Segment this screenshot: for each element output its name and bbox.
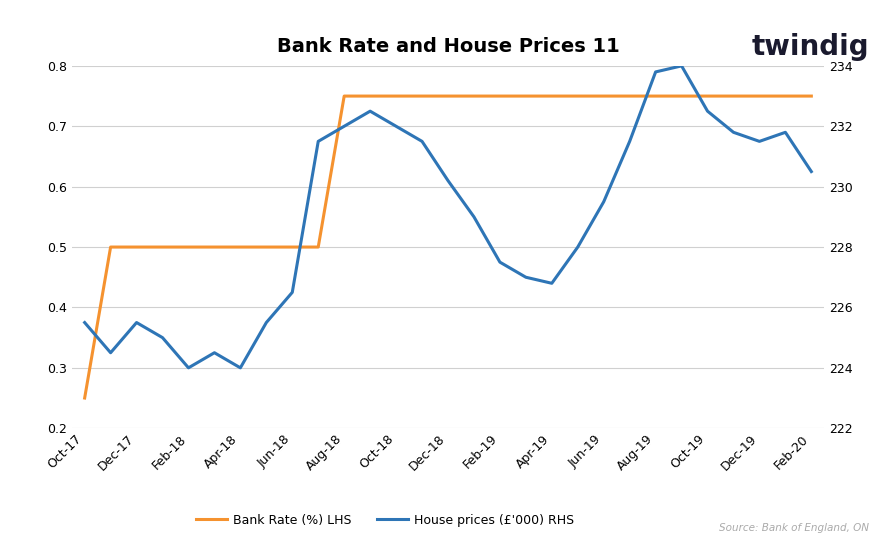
House prices (£'000) RHS — [235, 365, 246, 371]
House prices (£'000) RHS — [287, 289, 297, 296]
House prices (£'000) RHS — [676, 63, 687, 69]
Bank Rate (%) LHS — [417, 93, 427, 99]
Bank Rate (%) LHS — [754, 93, 765, 99]
Bank Rate (%) LHS — [728, 93, 739, 99]
Bank Rate (%) LHS — [599, 93, 609, 99]
Text: twindig: twindig — [752, 33, 869, 61]
Bank Rate (%) LHS — [79, 395, 90, 401]
House prices (£'000) RHS — [625, 138, 635, 145]
Line: Bank Rate (%) LHS: Bank Rate (%) LHS — [84, 96, 812, 398]
House prices (£'000) RHS — [417, 138, 427, 145]
House prices (£'000) RHS — [495, 259, 505, 266]
Bank Rate (%) LHS — [521, 93, 531, 99]
Bank Rate (%) LHS — [313, 244, 323, 250]
Bank Rate (%) LHS — [573, 93, 583, 99]
Bank Rate (%) LHS — [443, 93, 453, 99]
House prices (£'000) RHS — [573, 244, 583, 250]
Bank Rate (%) LHS — [547, 93, 557, 99]
Bank Rate (%) LHS — [806, 93, 817, 99]
Bank Rate (%) LHS — [287, 244, 297, 250]
House prices (£'000) RHS — [469, 214, 479, 220]
House prices (£'000) RHS — [728, 129, 739, 136]
House prices (£'000) RHS — [261, 320, 271, 326]
House prices (£'000) RHS — [780, 129, 791, 136]
House prices (£'000) RHS — [391, 123, 401, 130]
Text: Source: Bank of England, ON: Source: Bank of England, ON — [719, 523, 869, 533]
House prices (£'000) RHS — [521, 274, 531, 281]
Bank Rate (%) LHS — [469, 93, 479, 99]
House prices (£'000) RHS — [702, 108, 713, 115]
Bank Rate (%) LHS — [702, 93, 713, 99]
House prices (£'000) RHS — [209, 350, 220, 356]
Bank Rate (%) LHS — [650, 93, 661, 99]
Bank Rate (%) LHS — [235, 244, 246, 250]
Bank Rate (%) LHS — [209, 244, 220, 250]
Bank Rate (%) LHS — [365, 93, 375, 99]
House prices (£'000) RHS — [339, 123, 349, 130]
House prices (£'000) RHS — [599, 199, 609, 205]
Bank Rate (%) LHS — [391, 93, 401, 99]
House prices (£'000) RHS — [105, 350, 116, 356]
House prices (£'000) RHS — [183, 365, 194, 371]
Bank Rate (%) LHS — [780, 93, 791, 99]
House prices (£'000) RHS — [806, 169, 817, 175]
Bank Rate (%) LHS — [261, 244, 271, 250]
House prices (£'000) RHS — [131, 320, 142, 326]
Bank Rate (%) LHS — [495, 93, 505, 99]
Line: House prices (£'000) RHS: House prices (£'000) RHS — [84, 66, 812, 368]
Title: Bank Rate and House Prices 11: Bank Rate and House Prices 11 — [277, 37, 619, 56]
House prices (£'000) RHS — [79, 320, 90, 326]
House prices (£'000) RHS — [754, 138, 765, 145]
House prices (£'000) RHS — [313, 138, 323, 145]
Bank Rate (%) LHS — [676, 93, 687, 99]
Bank Rate (%) LHS — [157, 244, 168, 250]
Bank Rate (%) LHS — [625, 93, 635, 99]
House prices (£'000) RHS — [443, 177, 453, 184]
Legend: Bank Rate (%) LHS, House prices (£'000) RHS: Bank Rate (%) LHS, House prices (£'000) … — [191, 509, 580, 532]
House prices (£'000) RHS — [157, 334, 168, 341]
Bank Rate (%) LHS — [183, 244, 194, 250]
Bank Rate (%) LHS — [105, 244, 116, 250]
House prices (£'000) RHS — [650, 69, 661, 75]
House prices (£'000) RHS — [365, 108, 375, 115]
Bank Rate (%) LHS — [131, 244, 142, 250]
House prices (£'000) RHS — [547, 280, 557, 287]
Bank Rate (%) LHS — [339, 93, 349, 99]
